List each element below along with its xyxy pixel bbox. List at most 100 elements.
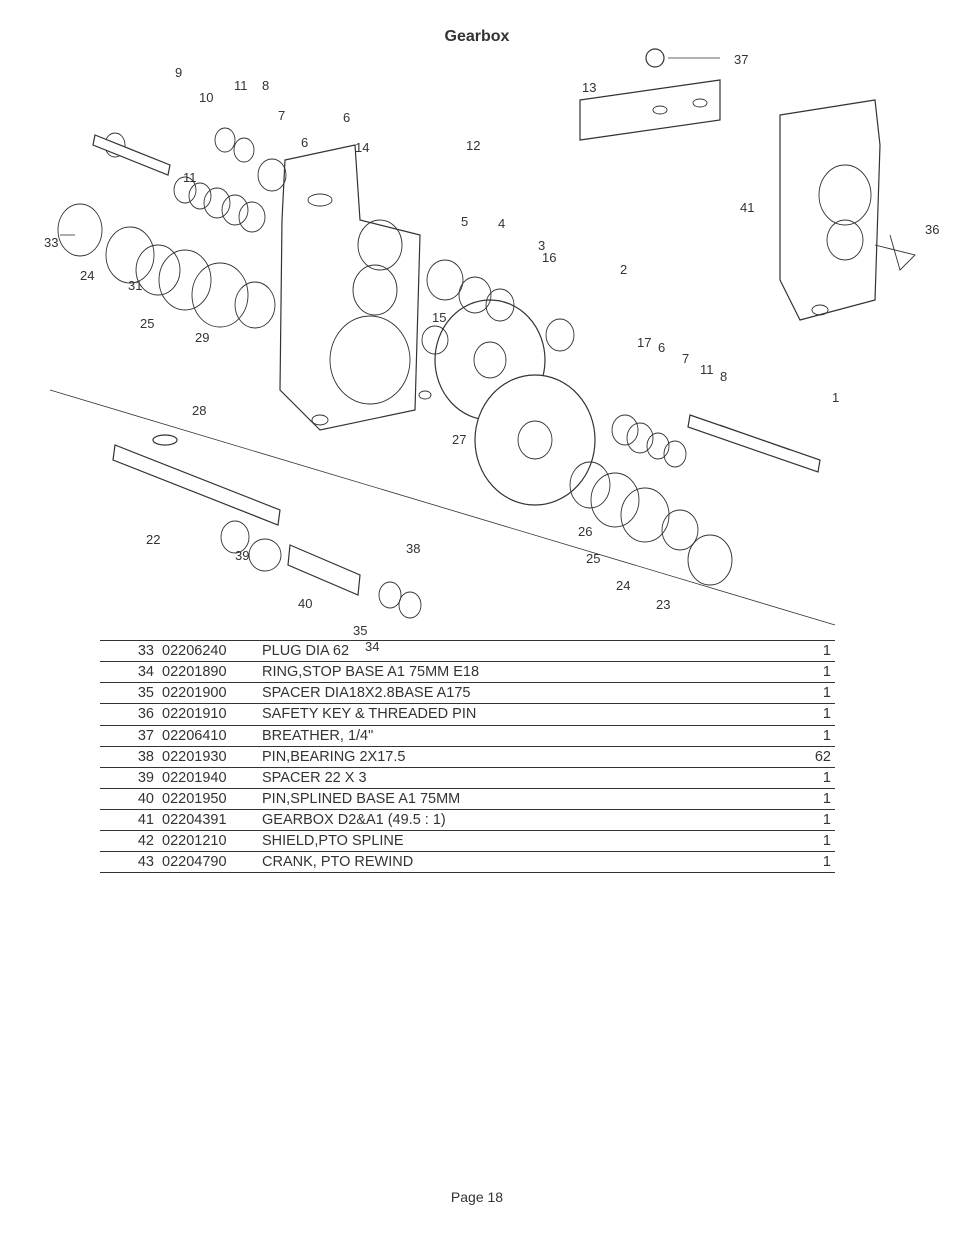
callout-number: 15 [432,310,446,325]
cell-part: 02201210 [158,831,258,852]
callout-number: 25 [586,551,600,566]
callout-number: 39 [235,548,249,563]
callout-number: 29 [195,330,209,345]
cell-ref: 33 [100,641,158,662]
callout-number: 8 [720,369,727,384]
callout-number: 38 [406,541,420,556]
cell-qty: 1 [791,725,835,746]
cell-qty: 1 [791,810,835,831]
cell-ref: 36 [100,704,158,725]
cell-desc: GEARBOX D2&A1 (49.5 : 1) [258,810,791,831]
page: Gearbox [0,0,954,1235]
callout-number: 13 [582,80,596,95]
cell-qty: 1 [791,683,835,704]
callout-number: 14 [355,140,369,155]
table-row: 3402201890RING,STOP BASE A1 75MM E181 [100,662,835,683]
cell-ref: 43 [100,852,158,873]
callout-number: 28 [192,403,206,418]
cell-qty: 62 [791,746,835,767]
callout-number: 12 [466,138,480,153]
callout-number: 41 [740,200,754,215]
callout-number: 37 [734,52,748,67]
table-row: 4002201950PIN,SPLINED BASE A1 75MM1 [100,788,835,809]
callout-number: 24 [616,578,630,593]
callout-number: 6 [343,110,350,125]
cell-part: 02201910 [158,704,258,725]
cell-qty: 1 [791,852,835,873]
cell-part: 02201950 [158,788,258,809]
callout-number: 11 [234,78,248,93]
cell-ref: 42 [100,831,158,852]
cell-part: 02204391 [158,810,258,831]
callout-number: 16 [542,250,556,265]
callout-number: 4 [498,216,505,231]
callout-number: 9 [175,65,182,80]
cell-qty: 1 [791,704,835,725]
cell-part: 02206410 [158,725,258,746]
cell-qty: 1 [791,767,835,788]
cell-part: 02201890 [158,662,258,683]
callout-number: 2 [620,262,627,277]
table-row: 3902201940SPACER 22 X 31 [100,767,835,788]
cell-ref: 40 [100,788,158,809]
callout-number: 40 [298,596,312,611]
table-row: 3302206240PLUG DIA 621 [100,641,835,662]
callout-number: 24 [80,268,94,283]
cell-desc: SHIELD,PTO SPLINE [258,831,791,852]
cell-desc: SPACER DIA18X2.8BASE A175 [258,683,791,704]
callout-number: 6 [301,135,308,150]
callout-number: 10 [199,90,213,105]
callout-number: 23 [656,597,670,612]
callout-number: 36 [925,222,939,237]
parts-table: 3302206240PLUG DIA 6213402201890RING,STO… [100,640,835,873]
cell-ref: 37 [100,725,158,746]
cell-ref: 38 [100,746,158,767]
callout-number: 7 [278,108,285,123]
cell-desc: SPACER 22 X 3 [258,767,791,788]
callout-number: 1 [832,390,839,405]
cell-qty: 1 [791,641,835,662]
cell-qty: 1 [791,662,835,683]
callout-number: 25 [140,316,154,331]
callout-number: 5 [461,214,468,229]
cell-desc: PIN,SPLINED BASE A1 75MM [258,788,791,809]
cell-desc: BREATHER, 1/4" [258,725,791,746]
cell-desc: CRANK, PTO REWIND [258,852,791,873]
callout-number: 35 [353,623,367,638]
table-row: 4202201210SHIELD,PTO SPLINE1 [100,831,835,852]
callout-number: 6 [658,340,665,355]
page-number: Page 18 [0,1189,954,1205]
table-row: 4302204790CRANK, PTO REWIND1 [100,852,835,873]
callout-number: 27 [452,432,466,447]
callout-number: 33 [44,235,58,250]
table-row: 3802201930PIN,BEARING 2X17.562 [100,746,835,767]
callout-number: 8 [262,78,269,93]
cell-ref: 34 [100,662,158,683]
cell-part: 02201940 [158,767,258,788]
cell-qty: 1 [791,831,835,852]
callout-number: 17 [637,335,651,350]
cell-part: 02201900 [158,683,258,704]
exploded-diagram: 9101187614121337543162413611633243125291… [20,20,934,630]
cell-desc: PIN,BEARING 2X17.5 [258,746,791,767]
callout-number: 22 [146,532,160,547]
callout-number: 11 [183,170,197,185]
table-row: 3502201900SPACER DIA18X2.8BASE A1751 [100,683,835,704]
cell-desc: SAFETY KEY & THREADED PIN [258,704,791,725]
cell-part: 02204790 [158,852,258,873]
callout-number: 11 [700,362,714,377]
cell-qty: 1 [791,788,835,809]
table-row: 3602201910SAFETY KEY & THREADED PIN1 [100,704,835,725]
callout-number: 26 [578,524,592,539]
callout-number: 7 [682,351,689,366]
table-row: 3702206410BREATHER, 1/4"1 [100,725,835,746]
cell-ref: 35 [100,683,158,704]
cell-desc: RING,STOP BASE A1 75MM E18 [258,662,791,683]
cell-part: 02201930 [158,746,258,767]
cell-ref: 41 [100,810,158,831]
cell-part: 02206240 [158,641,258,662]
table-row: 4102204391GEARBOX D2&A1 (49.5 : 1)1 [100,810,835,831]
cell-desc: PLUG DIA 62 [258,641,791,662]
cell-ref: 39 [100,767,158,788]
callout-number: 31 [128,278,142,293]
